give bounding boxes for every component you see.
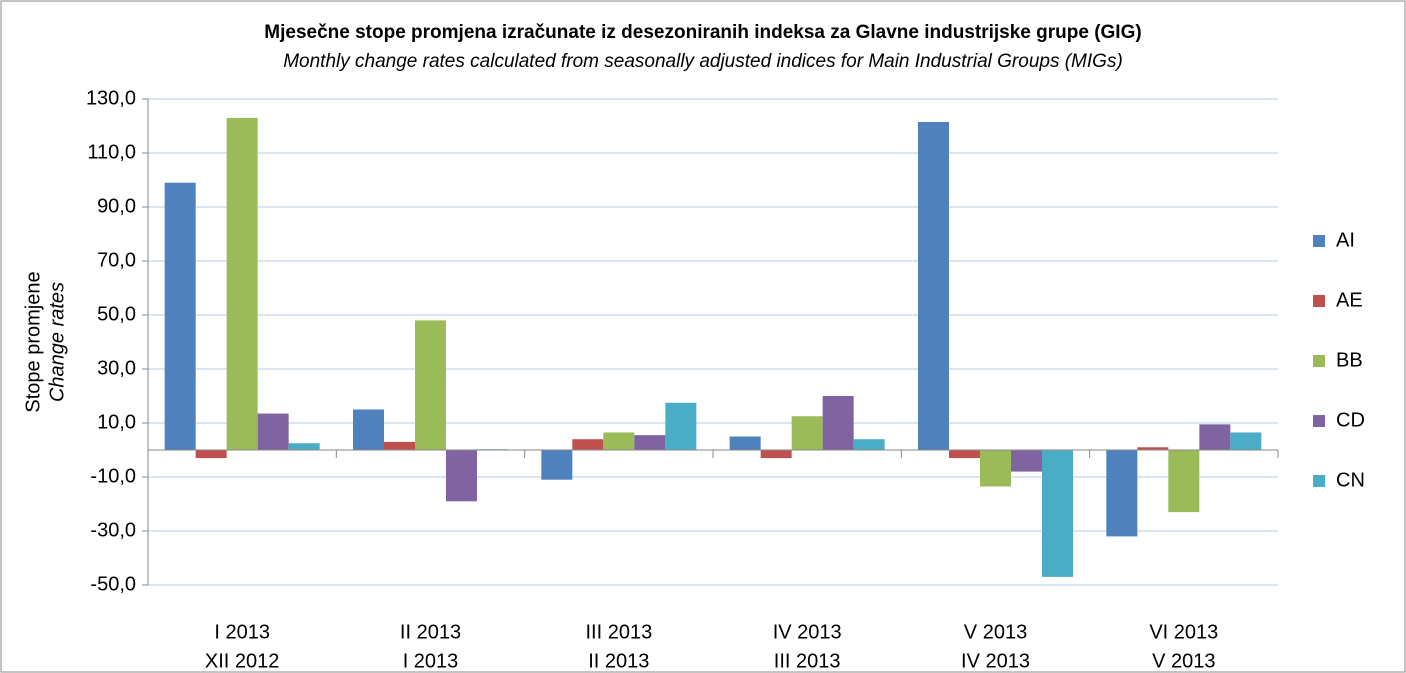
y-tick-label: -50,0 [90,573,136,595]
legend-label: BB [1336,349,1363,371]
y-tick-label: 90,0 [97,195,136,217]
legend-swatch [1313,415,1325,427]
bar [541,450,573,480]
x-tick-label: I 2013 [214,621,270,643]
bar [791,416,823,450]
bar [1042,450,1073,577]
bar [257,413,289,450]
bar [353,409,384,450]
bar [446,450,477,502]
bar [1011,450,1042,472]
x-tick-label: V 2013 [964,621,1027,643]
chart-title: Mjesečne stope promjena izračunate iz de… [264,22,1141,43]
bar [1230,432,1262,450]
bar [572,439,604,450]
x-tick-label: II 2013 [400,621,461,643]
legend-swatch [1313,295,1325,307]
bar [949,450,980,459]
bar [918,121,949,450]
y-tick-label: 50,0 [97,303,136,325]
bar [415,320,446,450]
x-tick-label: IV 2013 [773,621,842,643]
bar [665,402,697,450]
x-tick-label: II 2013 [588,650,649,672]
legend-label: CN [1336,469,1365,491]
y-axis-title-line: Change rates [46,282,68,402]
y-tick-label: 110,0 [87,141,136,163]
bar [634,435,666,450]
bar [384,441,415,450]
bar [226,117,258,451]
y-axis-title: Stope promjene Change rates [22,271,68,412]
x-tick-label: V 2013 [1152,650,1215,672]
chart-subtitle: Monthly change rates calculated from sea… [283,51,1123,72]
bar [760,450,792,459]
x-tick-label: III 2013 [585,621,652,643]
y-tick-label: 30,0 [97,357,136,379]
legend-label: AE [1336,289,1363,311]
y-tick-label: 70,0 [97,249,136,271]
bar [822,396,854,450]
bar [164,182,196,450]
x-tick-label: IV 2013 [961,650,1030,672]
y-tick-label: -10,0 [90,465,136,487]
bar [729,436,761,450]
x-tick-label: III 2013 [774,650,841,672]
bar [980,450,1011,487]
legend-swatch [1313,235,1325,247]
y-axis-title-line: Stope promjene [22,271,44,412]
legend-swatch [1313,355,1325,367]
legend-label: AI [1336,229,1355,251]
bar [1106,450,1138,537]
legend-swatch [1313,475,1325,487]
bar [1168,450,1200,513]
bar [603,432,635,450]
legend-label: CD [1336,409,1365,431]
y-tick-label: 130,0 [86,87,136,109]
bar [1137,447,1169,450]
bar [195,450,227,459]
x-tick-label: XII 2012 [205,650,280,672]
y-tick-label: 10,0 [97,411,136,433]
bar [1199,424,1231,450]
bar [853,439,885,450]
x-tick-label: VI 2013 [1149,621,1218,643]
y-tick-label: -30,0 [90,519,136,541]
x-tick-label: I 2013 [403,650,459,672]
bar [288,443,320,450]
